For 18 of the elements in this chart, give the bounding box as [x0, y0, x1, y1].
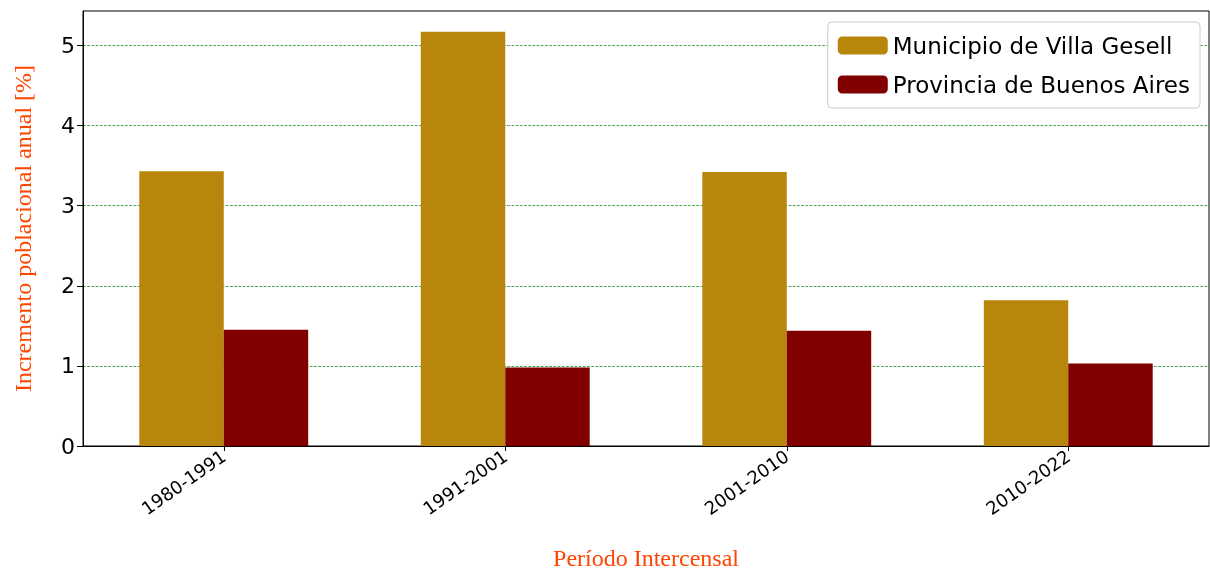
y-tick-label: 5 [61, 32, 75, 58]
x-axis-title: Período Intercensal [553, 545, 740, 571]
y-tick-label: 4 [61, 113, 75, 139]
legend-label: Municipio de Villa Gesell [892, 32, 1173, 59]
bar [702, 172, 787, 446]
y-tick-label: 2 [61, 273, 75, 299]
legend-label: Provincia de Buenos Aires [892, 71, 1191, 98]
bar [139, 171, 224, 446]
bar [983, 300, 1069, 446]
y-tick-label: 0 [61, 433, 75, 459]
y-axis-title: Incremento poblacional anual [%] [10, 64, 36, 393]
bar [1068, 363, 1153, 446]
bar [505, 367, 590, 446]
y-tick-label: 1 [61, 353, 75, 379]
y-tick-label: 3 [61, 193, 75, 219]
bar [223, 329, 309, 446]
bar [786, 330, 872, 446]
bar [420, 31, 506, 446]
